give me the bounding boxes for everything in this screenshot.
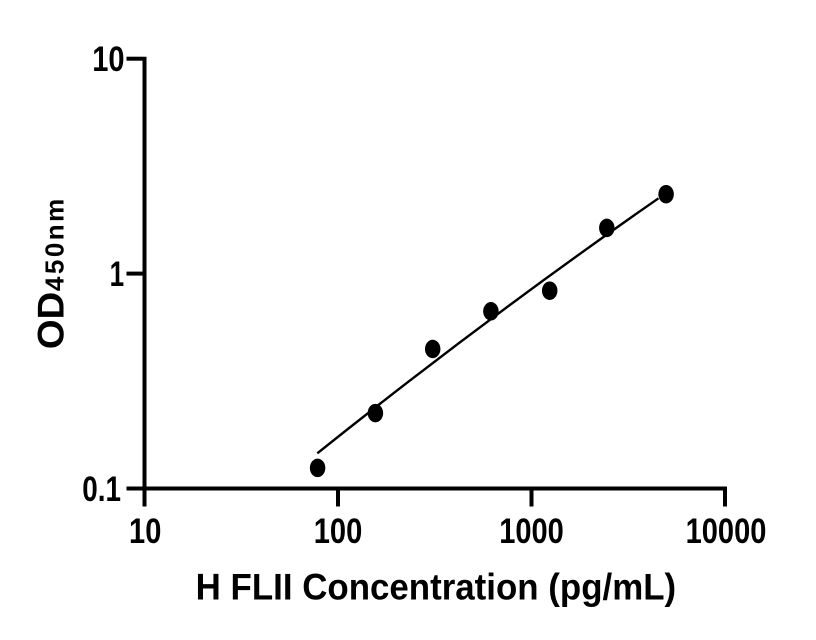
svg-text:OD: OD — [30, 292, 71, 350]
svg-text:H FLII Concentration (pg/mL): H FLII Concentration (pg/mL) — [196, 566, 677, 608]
svg-text:10: 10 — [129, 512, 161, 551]
svg-text:450nm: 450nm — [39, 196, 69, 291]
svg-text:10: 10 — [92, 40, 124, 79]
svg-text:1000: 1000 — [499, 512, 564, 551]
svg-text:0.1: 0.1 — [82, 470, 121, 509]
svg-text:1: 1 — [110, 255, 125, 294]
svg-text:10000: 10000 — [686, 512, 767, 551]
svg-text:100: 100 — [314, 512, 363, 551]
